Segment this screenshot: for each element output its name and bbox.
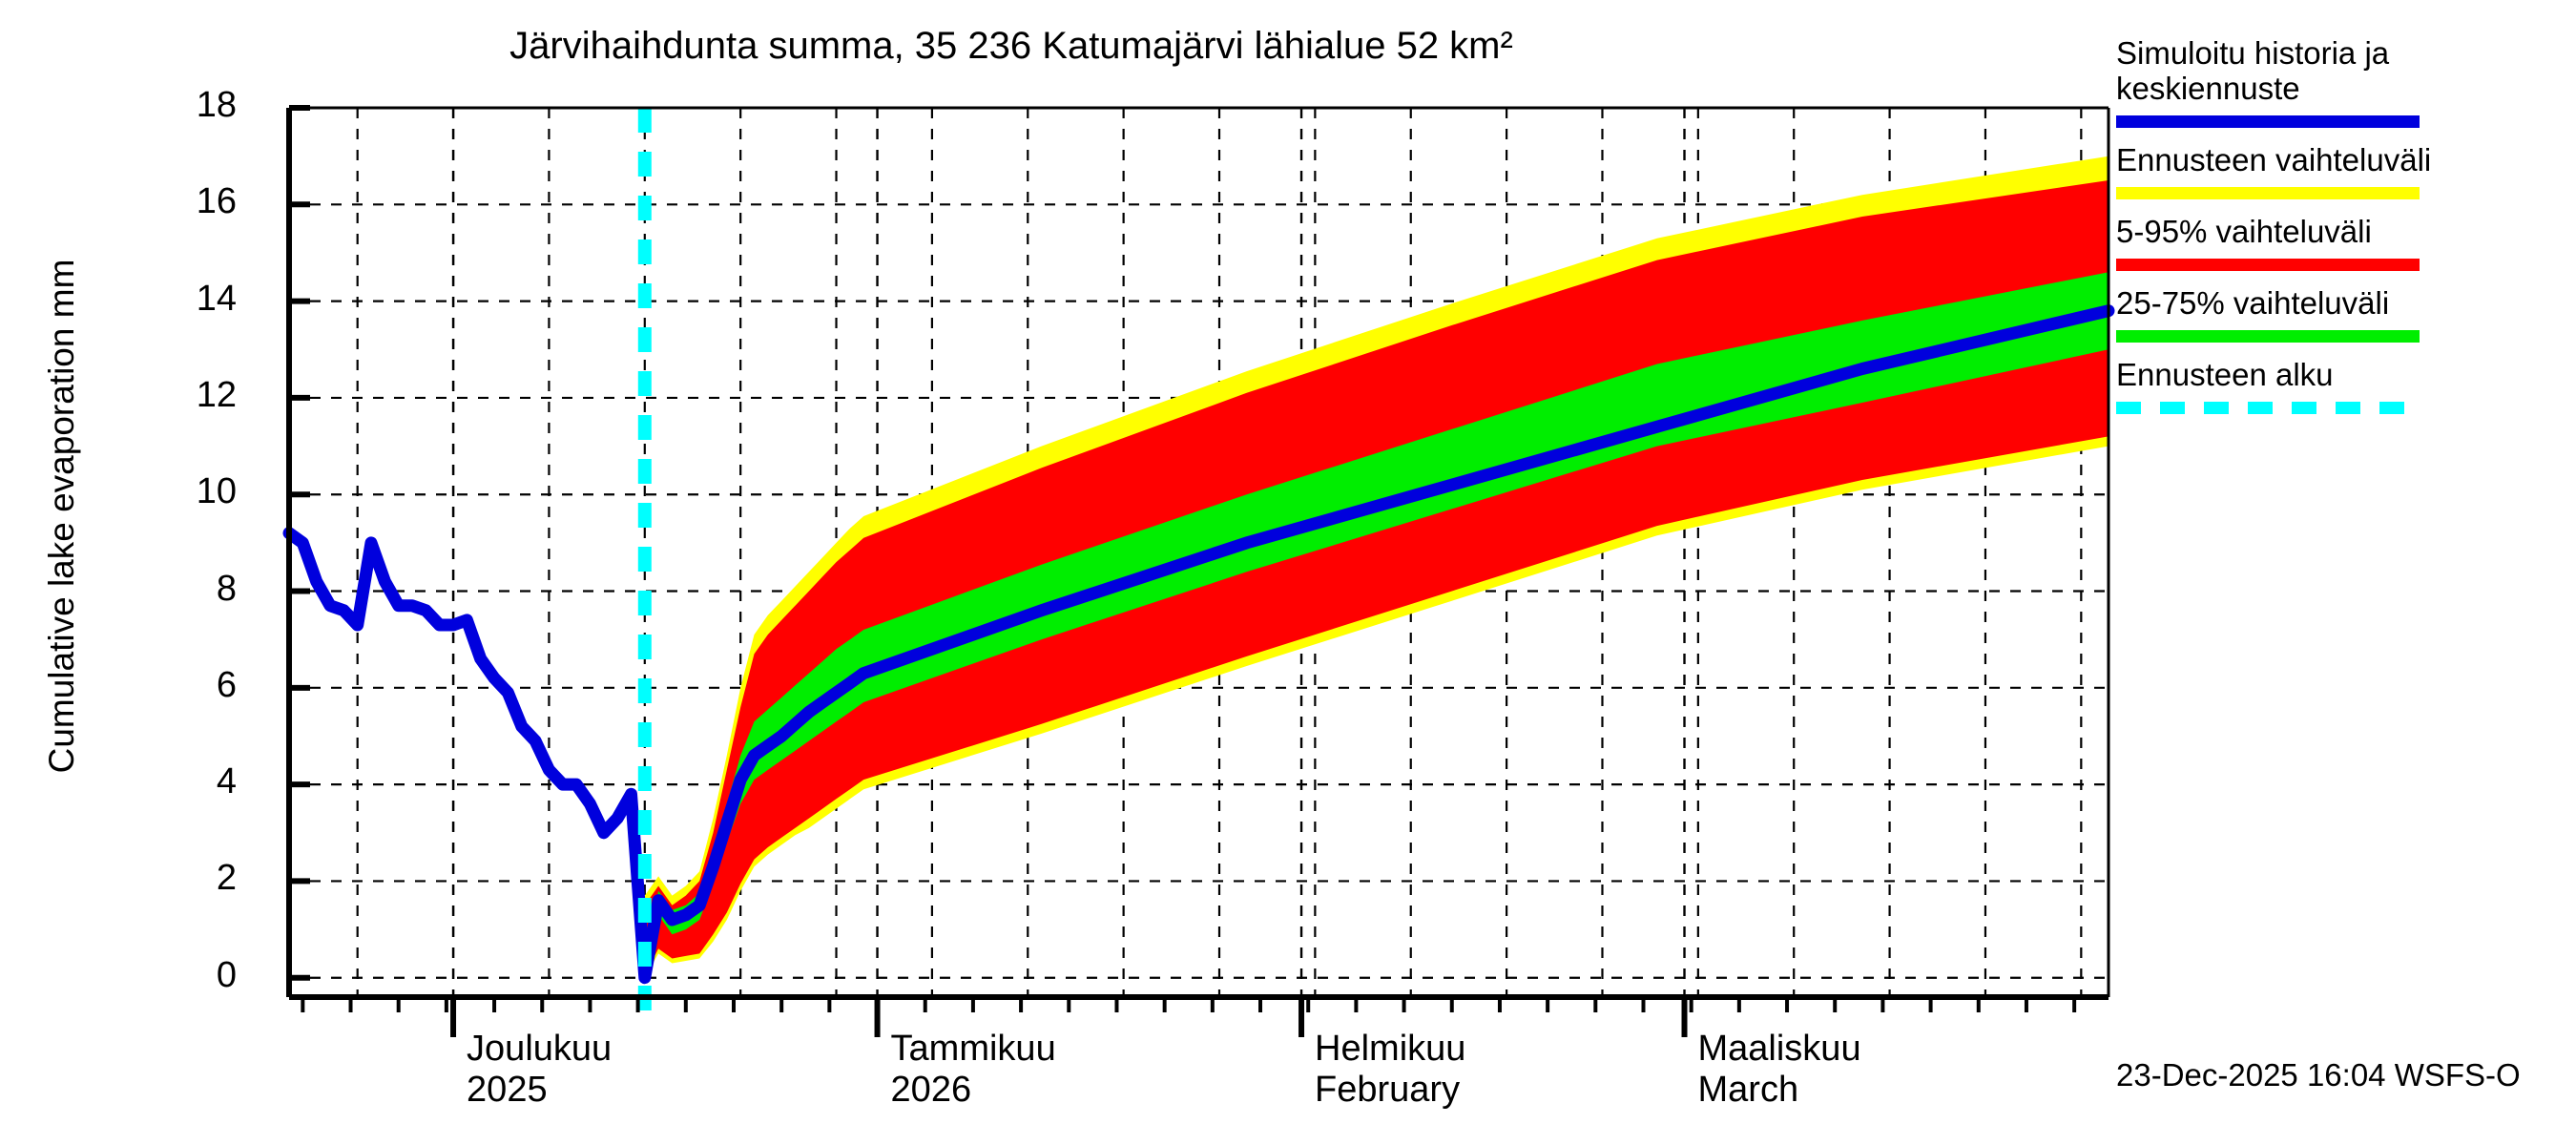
- x-tick-label-month: Tammikuu: [890, 1029, 1056, 1069]
- legend-item-forecast-range[interactable]: Ennusteen vaihteluväli: [2116, 141, 2565, 199]
- x-tick-label-month: Helmikuu: [1315, 1029, 1466, 1069]
- x-tick-label: Maaliskuu March: [1698, 1029, 1861, 1110]
- x-tick-label-sub: 2025: [467, 1069, 548, 1110]
- legend-item-band-25-75[interactable]: 25-75% vaihteluväli: [2116, 284, 2565, 343]
- y-tick-label: 4: [216, 761, 237, 802]
- x-tick-label-sub: 2026: [890, 1069, 972, 1110]
- legend-swatch-mean-forecast: [2116, 114, 2420, 128]
- y-tick-label: 0: [216, 954, 237, 995]
- legend-label: Ennusteen alku: [2116, 356, 2334, 392]
- legend-label: 5-95% vaihteluväli: [2116, 213, 2372, 249]
- legend-label: Ennusteen vaihteluväli: [2116, 141, 2432, 177]
- timestamp-label: 23-Dec-2025 16:04 WSFS-O: [2116, 1057, 2521, 1093]
- y-tick-label: 2: [216, 858, 237, 899]
- x-tick-label-sub: March: [1697, 1069, 1799, 1110]
- legend-label: 25-75% vaihteluväli: [2116, 284, 2390, 321]
- x-tick-label-month: Maaliskuu: [1697, 1029, 1861, 1069]
- y-tick-label: 16: [196, 181, 237, 222]
- y-tick-label: 8: [216, 568, 237, 609]
- x-tick-label: Tammikuu 2026: [891, 1029, 1056, 1110]
- x-tick-label: Helmikuu February: [1315, 1029, 1465, 1110]
- y-tick-label: 18: [196, 85, 237, 125]
- y-tick-label: 10: [196, 471, 237, 512]
- legend-label: Simuloitu historia ja keskiennuste: [2116, 35, 2390, 106]
- x-tick-label-month: Joulukuu: [467, 1029, 613, 1069]
- legend-item-mean-forecast[interactable]: Simuloitu historia ja keskiennuste: [2116, 35, 2565, 128]
- legend-swatch-band-5-95: [2116, 258, 2420, 271]
- legend-swatch-forecast-range: [2116, 186, 2420, 199]
- legend-swatch-forecast-start: [2116, 401, 2420, 414]
- legend-item-forecast-start[interactable]: Ennusteen alku: [2116, 356, 2565, 414]
- page-title: Järvihaihdunta summa, 35 236 Katumajärvi…: [509, 25, 1513, 67]
- legend-swatch-band-25-75: [2116, 329, 2420, 343]
- y-tick-label: 14: [196, 278, 237, 319]
- legend-item-band-5-95[interactable]: 5-95% vaihteluväli: [2116, 213, 2565, 271]
- x-tick-label-sub: February: [1315, 1069, 1461, 1110]
- chart-legend: Simuloitu historia ja keskiennuste Ennust…: [2116, 35, 2565, 429]
- mean-forecast-line: [282, 304, 2115, 985]
- y-tick-label: 12: [196, 374, 237, 415]
- x-tick-label: Joulukuu 2025: [467, 1029, 612, 1110]
- y-tick-label: 6: [216, 664, 237, 705]
